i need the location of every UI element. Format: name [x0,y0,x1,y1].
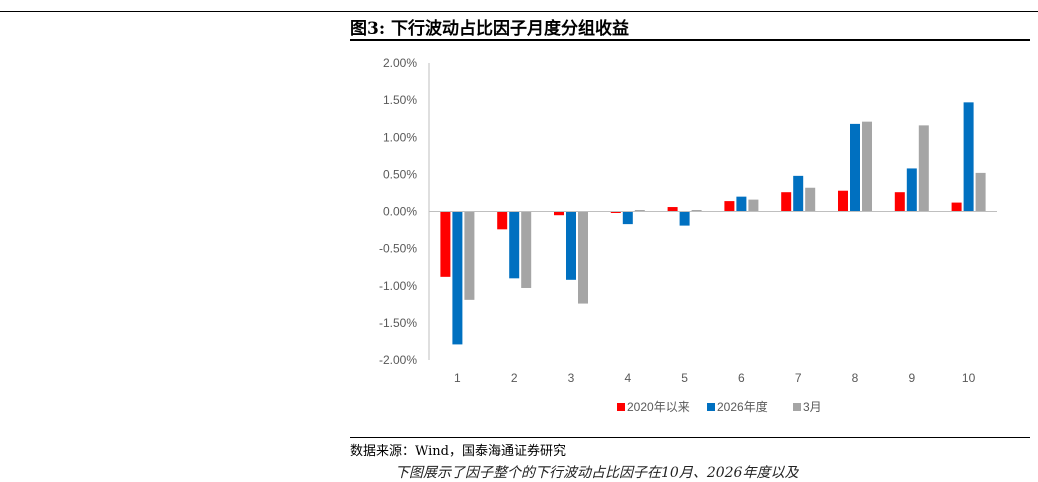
x-tick-label: 7 [795,371,802,385]
bar-3-7 [805,187,816,212]
title-rule [350,39,1030,41]
y-tick-label: 2.00% [383,56,417,70]
bar-1-8 [838,190,848,212]
y-tick-label: 1.50% [383,93,417,107]
bar-3-9 [918,125,929,212]
bar-2-7 [793,175,804,212]
bar-1-1 [440,211,451,277]
bar-1-4 [610,211,621,213]
bar-3-3 [578,211,588,304]
y-tick-label: -1.50% [379,316,417,330]
bar-2-6 [736,196,747,212]
legend-swatch [707,403,715,411]
y-tick-label: -0.50% [379,242,417,256]
bar-2-4 [622,211,633,225]
x-tick-label: 3 [568,371,575,385]
bar-3-2 [521,211,532,288]
figure-title: 图3: 下行波动占比因子月度分组收益 [350,19,630,39]
x-tick-label: 5 [681,371,688,385]
legend-swatch [793,403,801,411]
bar-2-8 [850,123,860,212]
bar-1-6 [724,201,735,212]
bar-1-7 [781,192,792,212]
bar-3-1 [464,211,475,300]
source-rule [350,437,1030,438]
x-tick-label: 9 [908,371,915,385]
bar-2-5 [679,211,690,226]
bar-1-5 [667,207,678,212]
bar-2-10 [963,102,974,212]
bar-2-2 [509,211,520,279]
legend-swatch [617,403,625,411]
bar-3-10 [975,172,986,212]
y-tick-label: 0.00% [383,205,417,219]
legend-label: 2026年度 [717,399,768,414]
legend-label: 2020年以来 [627,400,690,414]
bar-chart: 2.00% 1.50% 1.00% 0.50% 0.00% -0.50% -1.00% -1.… [379,56,997,414]
x-tick-label: 8 [852,371,859,385]
x-tick-label: 2 [511,371,518,385]
x-tick-label: 1 [454,371,461,385]
y-tick-label: -1.00% [379,279,417,293]
x-tick-label: 10 [962,371,976,385]
y-tick-label: 1.00% [383,130,417,144]
y-tick-label: -2.00% [379,353,417,367]
bar-2-1 [452,211,463,345]
bar-3-8 [862,121,872,212]
bar-2-9 [906,168,917,212]
bar-3-4 [634,210,645,212]
bar-1-10 [951,202,962,212]
bar-3-6 [748,199,759,212]
x-tick-label: 4 [624,371,631,385]
bar-1-2 [497,211,508,230]
trailing-paragraph: 下图展示了因子整个的下行波动占比因子在10月、2026年度以及 [395,465,799,481]
source-note: 数据来源：Wind，国泰海通证券研究 [350,444,566,459]
legend-label: 3月 [803,400,822,414]
bar-2-3 [566,211,576,280]
bar-1-9 [894,192,905,212]
y-tick-label: 0.50% [383,167,417,181]
top-rule [0,11,1038,12]
bar-1-3 [554,211,564,216]
x-tick-label: 6 [738,371,745,385]
bar-3-5 [691,210,702,212]
